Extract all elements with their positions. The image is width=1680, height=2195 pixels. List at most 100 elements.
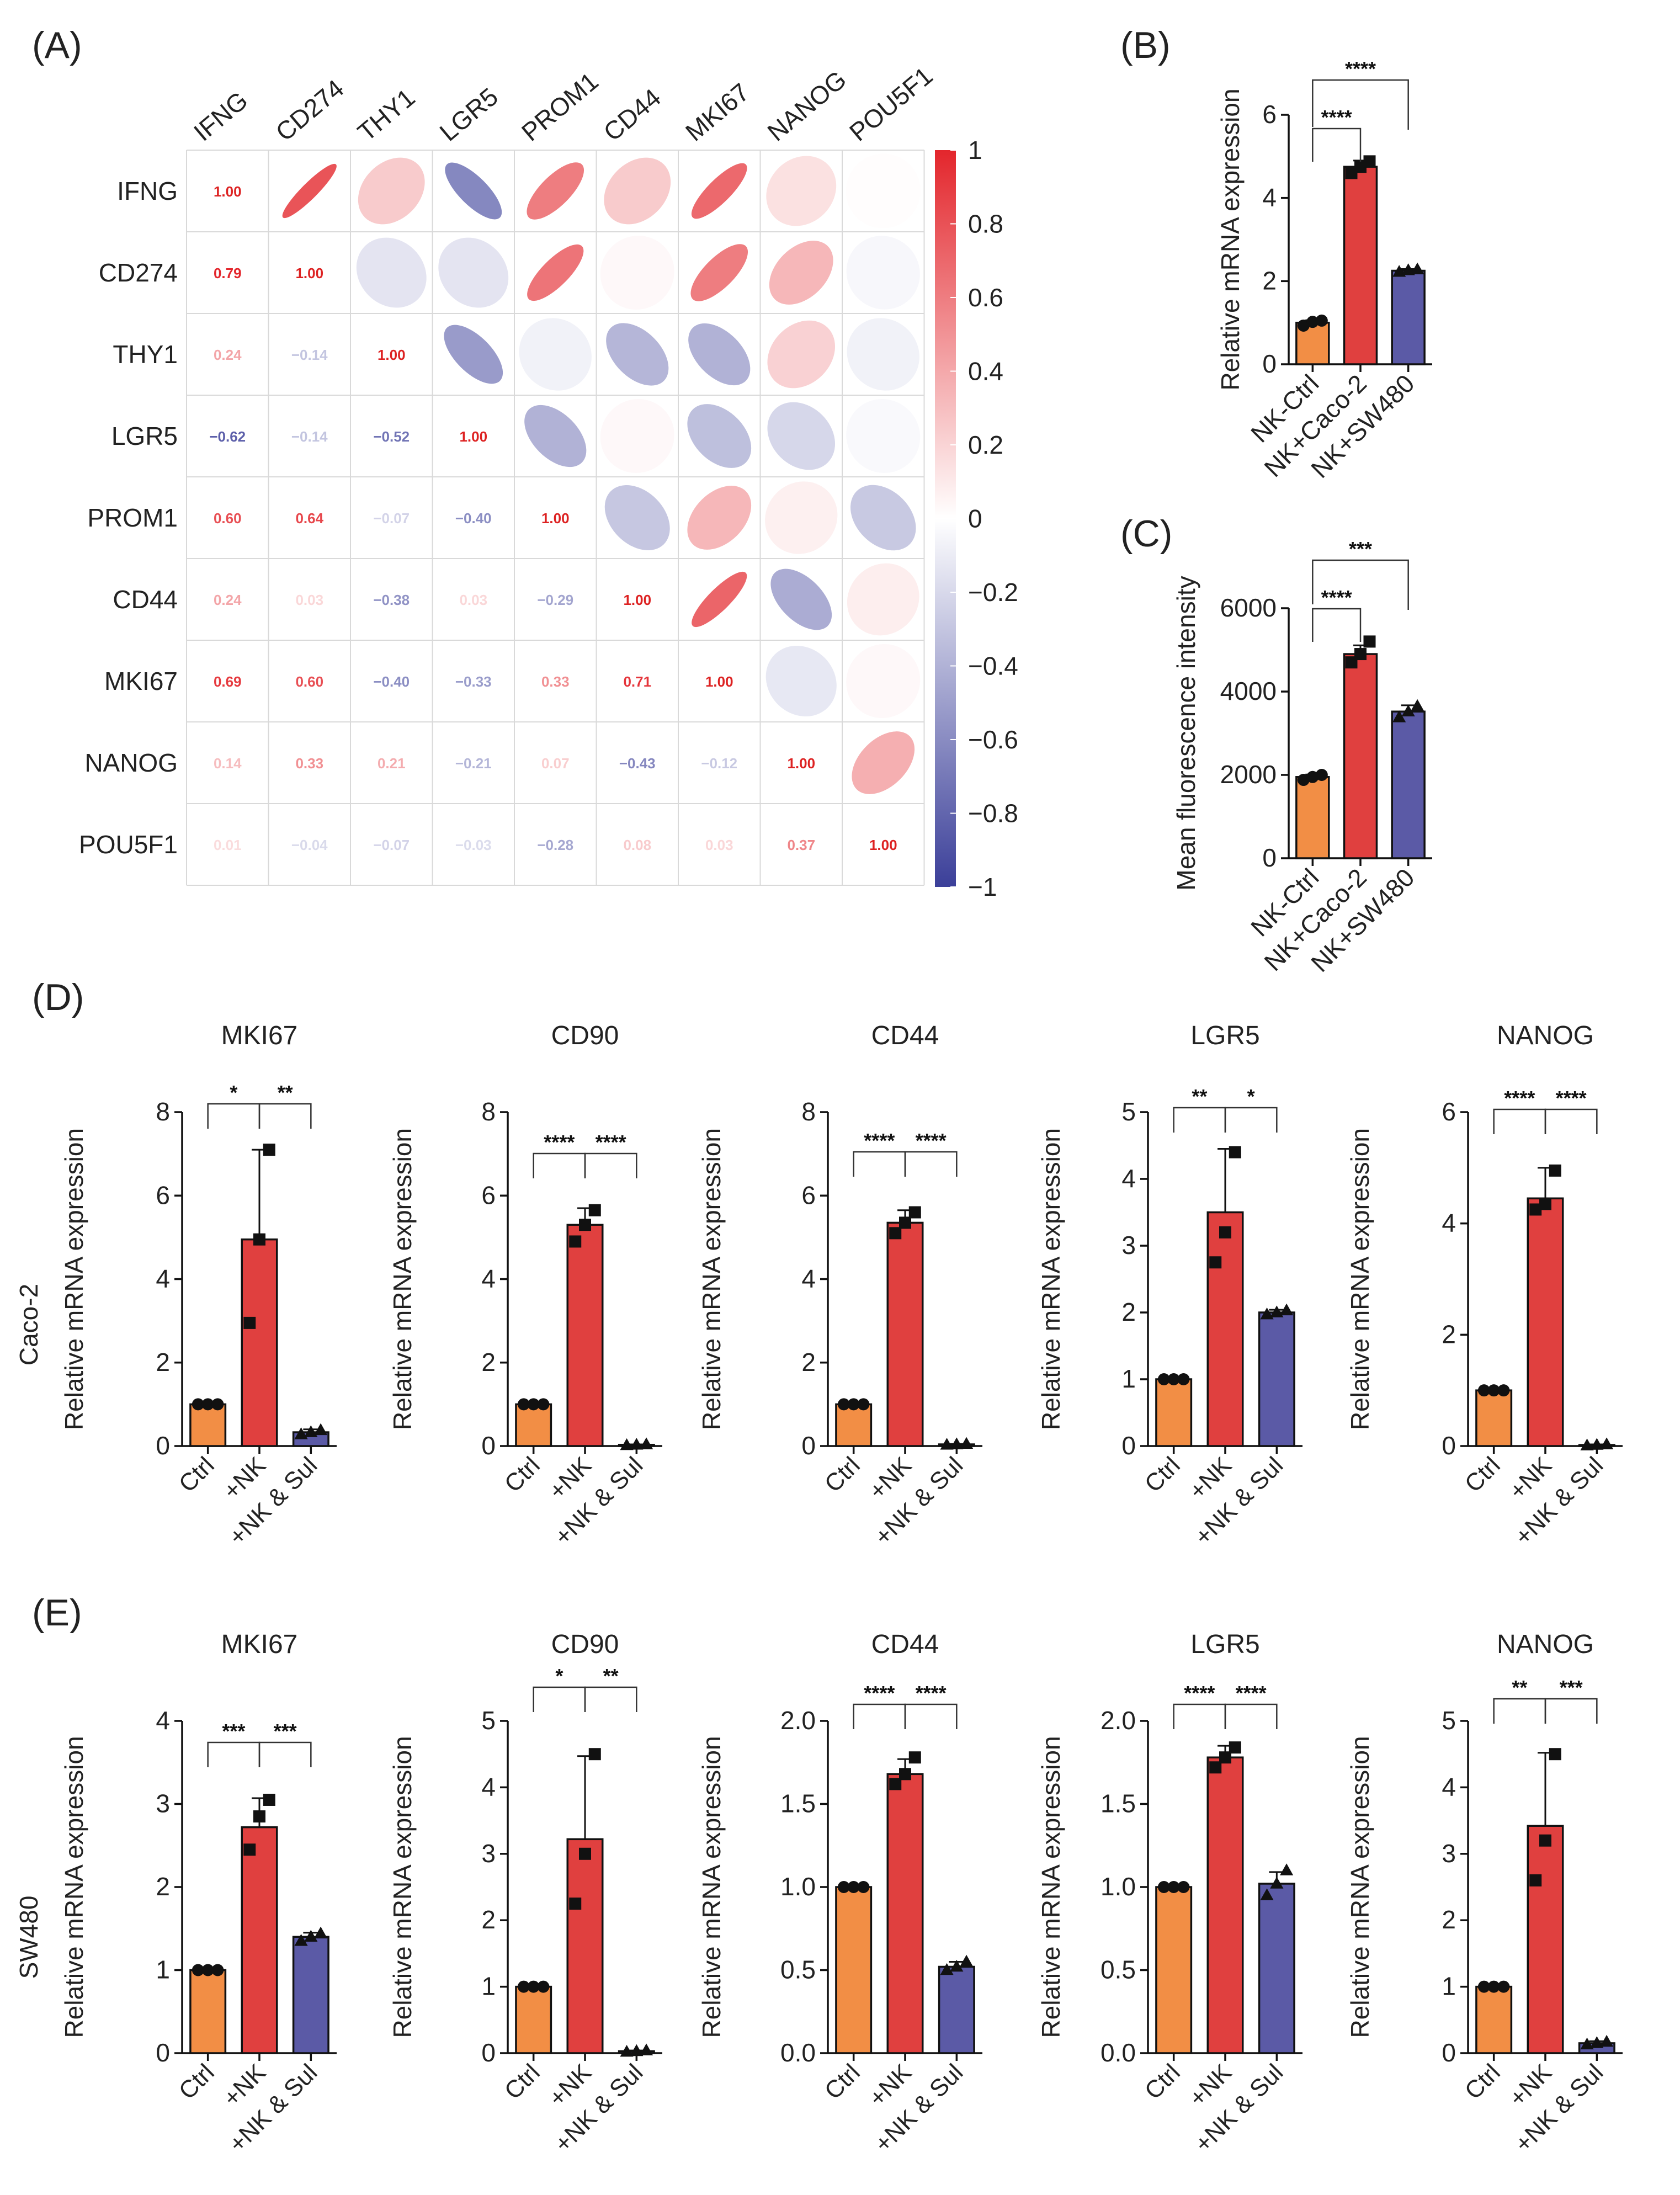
data-point bbox=[960, 1437, 974, 1449]
correlation-ellipse bbox=[527, 244, 584, 301]
data-point bbox=[847, 1398, 860, 1411]
y-tick-label: 1 bbox=[156, 1955, 170, 1984]
bar bbox=[938, 1965, 975, 2054]
y-tick-label: 6 bbox=[156, 1181, 170, 1209]
matrix-col-label: MKI67 bbox=[680, 77, 754, 146]
bar bbox=[1391, 710, 1426, 859]
data-point bbox=[304, 1930, 318, 1942]
y-tick-label: 0 bbox=[1262, 349, 1277, 378]
matrix-row-label: POU5F1 bbox=[79, 830, 178, 859]
correlation-ellipse bbox=[766, 156, 837, 226]
data-point bbox=[569, 1235, 582, 1248]
significance-label: * bbox=[230, 1081, 237, 1104]
y-tick-label: 1.5 bbox=[1100, 1789, 1136, 1818]
data-point bbox=[1270, 1877, 1284, 1889]
x-tick-label: Ctrl bbox=[1140, 2059, 1185, 2104]
data-point bbox=[889, 1778, 902, 1790]
correlation-value: −0.62 bbox=[209, 428, 246, 445]
data-point bbox=[537, 1980, 550, 1993]
correlation-ellipse bbox=[527, 162, 584, 220]
significance-label: *** bbox=[222, 1720, 245, 1742]
colorbar-tick-label: −0.4 bbox=[968, 652, 1018, 681]
y-tick-label: 4 bbox=[156, 1706, 170, 1735]
data-point bbox=[314, 1926, 328, 1939]
data-point bbox=[1315, 769, 1328, 781]
data-point bbox=[201, 1964, 214, 1976]
data-point bbox=[1411, 262, 1424, 275]
correlation-value: 1.00 bbox=[869, 837, 897, 853]
panel-label-d: (D) bbox=[32, 976, 84, 1018]
correlation-value: 0.60 bbox=[214, 510, 242, 527]
correlation-value: 0.69 bbox=[214, 673, 242, 690]
y-tick-label: 0 bbox=[801, 1431, 816, 1460]
y-tick-label: 3 bbox=[1121, 1231, 1136, 1259]
colorbar-tick-label: −0.2 bbox=[968, 578, 1018, 607]
data-point bbox=[1549, 1164, 1561, 1177]
bar bbox=[1206, 1211, 1244, 1447]
data-point bbox=[950, 1959, 964, 1972]
significance-label: **** bbox=[596, 1131, 626, 1154]
data-point bbox=[243, 1843, 256, 1856]
data-point bbox=[1363, 635, 1376, 648]
significance-label: *** bbox=[1560, 1676, 1583, 1699]
correlation-value: 0.21 bbox=[378, 755, 406, 772]
data-point bbox=[1209, 1256, 1222, 1269]
data-point bbox=[1280, 1303, 1294, 1316]
significance-bracket bbox=[1493, 1108, 1546, 1134]
chart-title: CD90 bbox=[551, 1630, 619, 1659]
data-point bbox=[1497, 1980, 1510, 1993]
data-point bbox=[294, 1934, 308, 1946]
matrix-col-label: POU5F1 bbox=[844, 61, 938, 147]
correlation-value: 0.01 bbox=[214, 837, 242, 853]
correlation-value: 0.08 bbox=[623, 837, 651, 853]
correlation-value: 0.33 bbox=[295, 755, 323, 772]
chart-title: MKI67 bbox=[221, 1630, 298, 1659]
data-point bbox=[253, 1233, 265, 1246]
bar bbox=[189, 1969, 227, 2054]
bar bbox=[1475, 1389, 1513, 1447]
bar bbox=[1258, 1883, 1295, 2054]
significance-bracket bbox=[1224, 1107, 1278, 1133]
correlation-ellipse bbox=[846, 644, 921, 718]
significance-label: **** bbox=[864, 1129, 895, 1152]
correlation-value: 0.14 bbox=[214, 755, 242, 772]
significance-label: **** bbox=[1345, 57, 1376, 80]
correlation-ellipse bbox=[688, 323, 751, 386]
correlation-value: 1.00 bbox=[378, 347, 406, 363]
data-point bbox=[211, 1964, 224, 1976]
y-tick-label: 4 bbox=[1442, 1209, 1456, 1237]
bar bbox=[566, 1224, 604, 1447]
data-point bbox=[1487, 1384, 1500, 1397]
y-axis-label: Relative mRNA expression bbox=[1346, 1128, 1374, 1430]
y-tick-label: 6 bbox=[801, 1181, 816, 1209]
y-axis-label: Relative mRNA expression bbox=[60, 1128, 88, 1430]
y-tick-label: 0 bbox=[481, 1431, 496, 1460]
correlation-ellipse bbox=[519, 318, 592, 391]
bar bbox=[189, 1403, 227, 1447]
correlation-ellipse bbox=[767, 402, 836, 470]
bar bbox=[292, 1936, 329, 2054]
correlation-ellipse bbox=[687, 486, 752, 550]
correlation-value: −0.29 bbox=[537, 592, 573, 608]
significance-label: * bbox=[555, 1665, 563, 1687]
correlation-value: −0.03 bbox=[455, 837, 492, 853]
data-point bbox=[908, 1206, 921, 1219]
significance-bracket bbox=[904, 1151, 958, 1177]
data-point bbox=[1529, 1874, 1542, 1886]
y-axis-label: Relative mRNA expression bbox=[388, 1736, 417, 2038]
data-point bbox=[837, 1881, 850, 1893]
y-tick-label: 4 bbox=[1121, 1164, 1136, 1193]
data-point bbox=[857, 1398, 870, 1411]
chart-title: CD44 bbox=[871, 1021, 939, 1050]
x-tick-label: Ctrl bbox=[820, 1452, 865, 1497]
correlation-value: 0.71 bbox=[623, 673, 651, 690]
significance-bracket bbox=[584, 1152, 637, 1178]
y-axis-label: Relative mRNA expression bbox=[388, 1128, 417, 1430]
data-point bbox=[1529, 1203, 1542, 1216]
significance-bracket bbox=[1312, 127, 1362, 162]
y-tick-label: 8 bbox=[156, 1097, 170, 1126]
significance-label: * bbox=[1247, 1085, 1255, 1108]
